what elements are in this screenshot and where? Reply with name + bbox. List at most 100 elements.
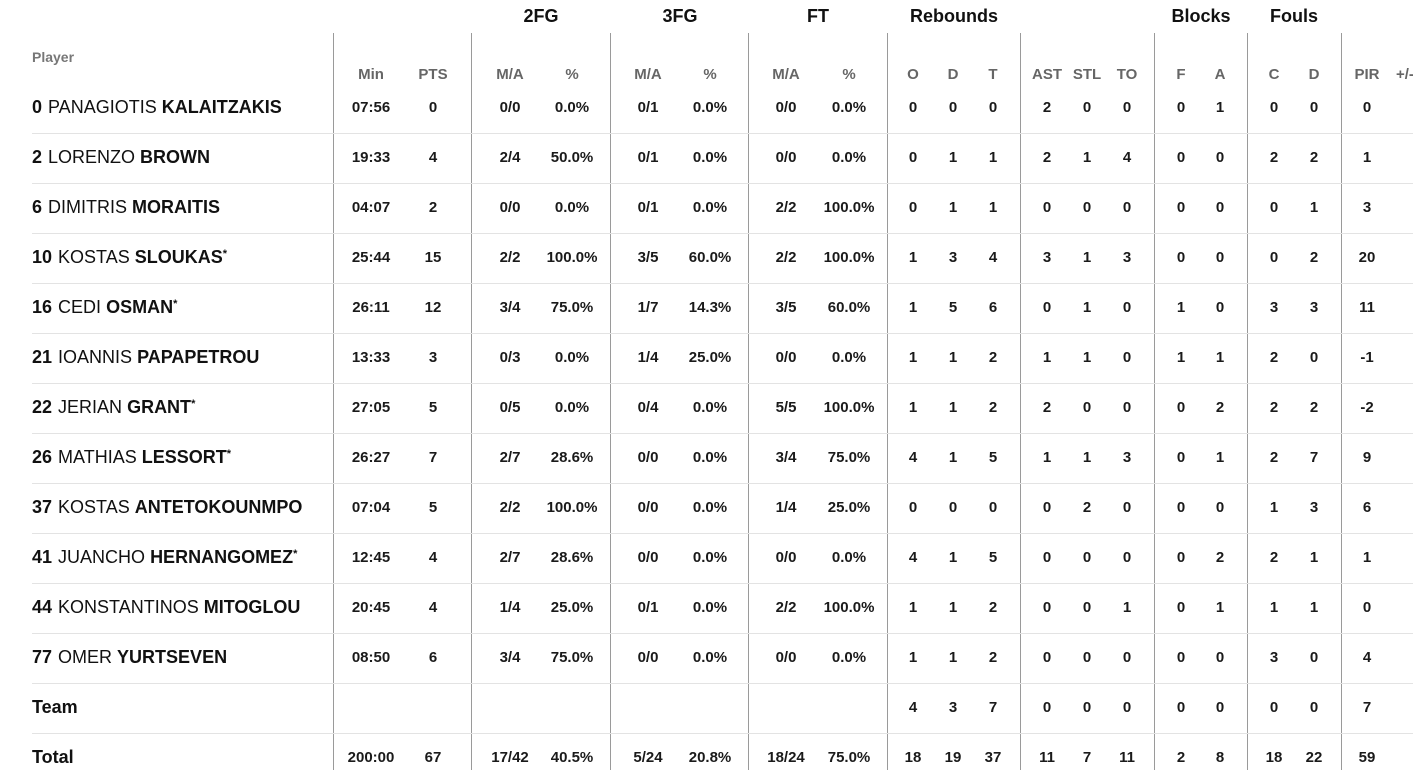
stat-cell: 0.0% <box>831 349 867 366</box>
stat-cell: 5/5 <box>775 399 797 416</box>
player-name[interactable]: 26 MATHIAS LESSORT* <box>32 447 231 468</box>
stat-cell: 0 <box>1309 699 1319 716</box>
stat-cell: 1 <box>1082 249 1092 266</box>
stat-cell: 1 <box>948 599 958 616</box>
stat-cell: 0.0% <box>831 649 867 666</box>
stat-cell: 100.0% <box>823 599 875 616</box>
row-divider <box>32 233 1413 234</box>
player-name[interactable]: 16 CEDI OSMAN* <box>32 297 177 318</box>
column-divider <box>610 33 611 770</box>
column-divider <box>333 33 334 770</box>
column-header: STL <box>1072 66 1102 83</box>
stat-cell: 0 <box>1176 149 1186 166</box>
stat-cell: 5 <box>988 549 998 566</box>
player-name[interactable]: 10 KOSTAS SLOUKAS* <box>32 247 227 268</box>
stat-cell: 1 <box>948 449 958 466</box>
stat-cell: 0 <box>1176 549 1186 566</box>
player-name[interactable]: 6 DIMITRIS MORAITIS <box>32 197 220 218</box>
starter-mark: * <box>173 298 178 310</box>
stat-cell: 1 <box>1215 599 1225 616</box>
player-last-name: MORAITIS <box>132 197 221 217</box>
stat-cell: 3 <box>1122 449 1132 466</box>
player-first-name: KOSTAS <box>58 247 130 267</box>
player-first-name: IOANNIS <box>58 347 133 367</box>
stat-cell: -2 <box>1360 399 1374 416</box>
stat-cell: 5 <box>988 449 998 466</box>
stat-cell: 2 <box>1176 749 1186 766</box>
starter-mark: * <box>191 398 196 410</box>
stat-cell: 75.0% <box>550 299 594 316</box>
player-name[interactable]: 2 LORENZO BROWN <box>32 147 210 168</box>
player-column-header: Player <box>32 49 75 65</box>
stat-cell: 0 <box>1215 199 1225 216</box>
player-first-name: MATHIAS <box>58 447 137 467</box>
stat-cell: 75.0% <box>550 649 594 666</box>
stat-cell: 04:07 <box>351 199 391 216</box>
player-name[interactable]: 37 KOSTAS ANTETOKOUNMPO <box>32 497 302 518</box>
stat-cell: 1 <box>948 199 958 216</box>
stat-cell: 1 <box>1176 349 1186 366</box>
player-last-name: GRANT <box>127 397 192 417</box>
stat-cell: 0.0% <box>554 199 590 216</box>
stat-cell: 2/2 <box>499 249 521 266</box>
stat-cell: 1 <box>908 399 918 416</box>
stat-cell: 2 <box>1269 549 1279 566</box>
stat-cell: 2/2 <box>775 599 797 616</box>
stat-cell: 7 <box>1082 749 1092 766</box>
stat-cell: 0 <box>1309 349 1319 366</box>
stat-cell: 200:00 <box>347 749 395 766</box>
stat-cell: 0.0% <box>831 549 867 566</box>
stat-cell: 0 <box>1082 399 1092 416</box>
player-name[interactable]: 0 PANAGIOTIS KALAITZAKIS <box>32 97 282 118</box>
stat-cell: 0 <box>1082 549 1092 566</box>
stat-cell: 0 <box>1122 549 1132 566</box>
stat-cell: 40.5% <box>550 749 594 766</box>
stat-cell: 0.0% <box>554 99 590 116</box>
player-number: 41 <box>32 547 53 567</box>
stat-cell: 25.0% <box>550 599 594 616</box>
stat-cell: 2 <box>1042 399 1052 416</box>
stat-cell: 2 <box>988 399 998 416</box>
stat-cell: 19 <box>944 749 962 766</box>
stat-cell: 0 <box>1176 99 1186 116</box>
player-name[interactable]: 44 KONSTANTINOS MITOGLOU <box>32 597 300 618</box>
starter-mark: * <box>226 448 232 460</box>
stat-cell: 0/1 <box>637 149 659 166</box>
row-divider <box>32 183 1413 184</box>
stat-cell: 1/4 <box>499 599 521 616</box>
row-divider <box>32 433 1413 434</box>
stat-cell: 07:56 <box>351 99 391 116</box>
stat-cell: 0 <box>1082 599 1092 616</box>
stat-cell: 1 <box>1362 549 1372 566</box>
stat-cell: 12:45 <box>351 549 391 566</box>
stat-cell: 0 <box>1362 99 1372 116</box>
stat-cell: 18 <box>1265 749 1283 766</box>
column-divider <box>887 33 888 770</box>
stat-cell: 2/7 <box>499 449 521 466</box>
stat-cell: 1 <box>948 349 958 366</box>
player-name[interactable]: 21 IOANNIS PAPAPETROU <box>32 347 259 368</box>
player-first-name: KOSTAS <box>58 497 130 517</box>
team-row-label: Team <box>32 697 78 717</box>
column-header: M/A <box>496 66 524 83</box>
player-last-name: OSMAN <box>106 297 174 317</box>
player-name[interactable]: 22 JERIAN GRANT* <box>32 397 195 418</box>
player-number: 0 <box>32 97 43 117</box>
player-last-name: SLOUKAS <box>134 247 223 267</box>
player-name[interactable]: 41 JUANCHO HERNANGOMEZ* <box>32 547 297 568</box>
stat-cell: 100.0% <box>823 399 875 416</box>
stat-cell: 1 <box>1082 449 1092 466</box>
stat-cell: 0 <box>988 99 998 116</box>
row-divider <box>32 383 1413 384</box>
player-number: 37 <box>32 497 53 517</box>
stat-cell: 0 <box>1309 99 1319 116</box>
stat-cell: 0 <box>1176 399 1186 416</box>
stat-cell: 0 <box>1176 249 1186 266</box>
stat-cell: 2 <box>1269 449 1279 466</box>
stat-cell: 0 <box>1269 699 1279 716</box>
column-header: AST <box>1032 66 1062 83</box>
total-row-label: Total <box>32 747 74 767</box>
player-name[interactable]: 77 OMER YURTSEVEN <box>32 647 227 668</box>
stat-cell: 12 <box>424 299 442 316</box>
